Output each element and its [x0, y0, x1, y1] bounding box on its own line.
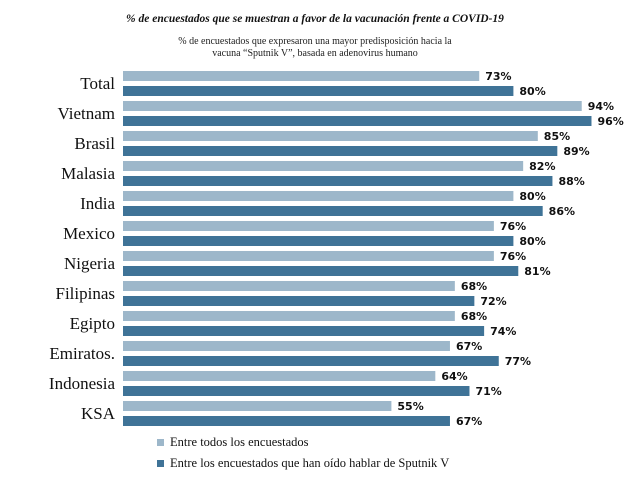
category-label: Total [80, 74, 115, 93]
chart-subtitle-line-1: % de encuestados que expresaron una mayo… [178, 36, 452, 47]
data-label: 88% [558, 175, 584, 188]
bar-all-respondents [123, 251, 494, 261]
legend: Entre todos los encuestados Entre los enc… [157, 435, 449, 470]
category-label: Brasil [74, 134, 115, 153]
category-label: Mexico [63, 224, 115, 243]
bar-all-respondents [123, 311, 455, 321]
data-label: 76% [500, 220, 526, 233]
bar-heard-of-sputnik [123, 296, 475, 306]
legend-swatch [157, 460, 164, 467]
data-label: 68% [461, 280, 487, 293]
data-label: 80% [519, 235, 545, 248]
category-label: Indonesia [49, 374, 116, 393]
data-label: 86% [549, 205, 575, 218]
bar-heard-of-sputnik [123, 356, 499, 366]
bar-heard-of-sputnik [123, 266, 519, 276]
bar-all-respondents [123, 191, 514, 201]
category-label: Vietnam [57, 104, 115, 123]
category-label: Egipto [70, 314, 115, 333]
data-label: 81% [524, 265, 550, 278]
category-label: Emiratos. [49, 344, 115, 363]
bar-all-respondents [123, 71, 480, 81]
category-label: Malasia [61, 164, 115, 183]
bar-heard-of-sputnik [123, 146, 558, 156]
bar-all-respondents [123, 161, 524, 171]
bar-heard-of-sputnik [123, 206, 543, 216]
data-label: 77% [505, 355, 531, 368]
bar-heard-of-sputnik [123, 416, 450, 426]
category-label: India [80, 194, 115, 213]
category-label: Nigeria [64, 254, 115, 273]
chart-title: % de encuestados que se muestran a favor… [126, 13, 504, 25]
bar-all-respondents [123, 401, 392, 411]
data-label: 85% [544, 130, 570, 143]
bar-all-respondents [123, 281, 455, 291]
data-label: 55% [397, 400, 423, 413]
bar-heard-of-sputnik [123, 86, 514, 96]
legend-label: Entre los encuestados que han oído habla… [170, 456, 449, 470]
bars-group: Total 73% 80% Vietnam 94% 96% Brasil 85% 89% Mala… [49, 70, 624, 428]
data-label: 68% [461, 310, 487, 323]
data-label: 82% [529, 160, 555, 173]
bar-all-respondents [123, 131, 538, 141]
legend-label: Entre todos los encuestados [170, 435, 309, 449]
category-label: Filipinas [55, 284, 115, 303]
bar-all-respondents [123, 341, 450, 351]
data-label: 80% [519, 85, 545, 98]
category-label: KSA [81, 404, 116, 423]
bar-all-respondents [123, 221, 494, 231]
data-label: 74% [490, 325, 516, 338]
data-label: 76% [500, 250, 526, 263]
bar-heard-of-sputnik [123, 116, 592, 126]
legend-swatch [157, 439, 164, 446]
bar-all-respondents [123, 371, 436, 381]
bar-heard-of-sputnik [123, 176, 553, 186]
bar-heard-of-sputnik [123, 386, 470, 396]
data-label: 96% [597, 115, 623, 128]
data-label: 89% [563, 145, 589, 158]
data-label: 73% [485, 70, 511, 83]
data-label: 94% [588, 100, 614, 113]
chart-subtitle-line-2: vacuna “Sputnik V”, basada en adenovirus… [212, 48, 418, 59]
bar-all-respondents [123, 101, 582, 111]
data-label: 67% [456, 415, 482, 428]
bar-heard-of-sputnik [123, 236, 514, 246]
data-label: 67% [456, 340, 482, 353]
data-label: 80% [519, 190, 545, 203]
data-label: 72% [480, 295, 506, 308]
bar-heard-of-sputnik [123, 326, 485, 336]
data-label: 64% [441, 370, 467, 383]
data-label: 71% [475, 385, 501, 398]
